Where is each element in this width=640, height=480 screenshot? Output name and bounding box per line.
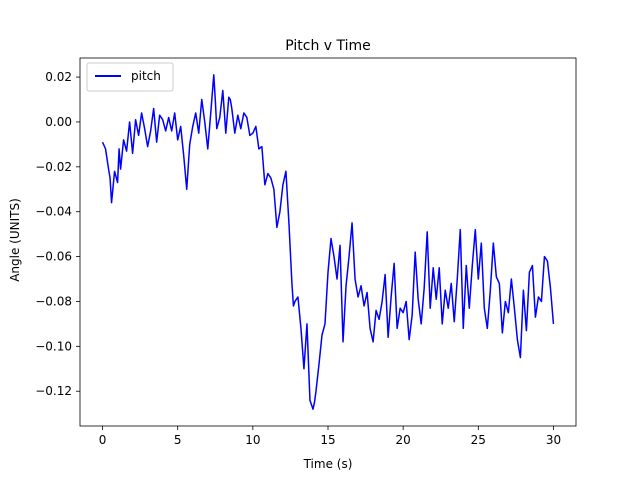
- x-axis-label: Time (s): [303, 457, 353, 471]
- y-tick-label: −0.08: [35, 294, 72, 308]
- x-tick-label: 25: [471, 433, 486, 447]
- y-tick-label: −0.12: [35, 384, 72, 398]
- x-tick-label: 20: [396, 433, 411, 447]
- y-axis-label: Angle (UNITS): [8, 198, 22, 282]
- chart-title: Pitch v Time: [285, 38, 371, 54]
- y-tick-label: −0.10: [35, 339, 72, 353]
- legend: pitch: [86, 62, 174, 92]
- y-axis: −0.12 −0.10 −0.08 −0.06 −0.04 −0.02 0.00 0.02: [35, 70, 80, 398]
- y-tick-label: −0.04: [35, 205, 72, 219]
- y-tick-label: 0.02: [45, 70, 72, 84]
- legend-pitch-label: pitch: [131, 69, 161, 83]
- y-tick-label: 0.00: [45, 115, 72, 129]
- y-tick-label: −0.02: [35, 160, 72, 174]
- plot-area: [79, 57, 577, 427]
- x-tick-label: 5: [174, 433, 182, 447]
- series-line-pitch: [101, 74, 555, 410]
- x-tick-label: 15: [320, 433, 335, 447]
- x-axis: 0 5 10 15 20 25 30: [99, 426, 561, 447]
- x-tick-label: 0: [99, 433, 107, 447]
- legend-box: [86, 62, 174, 92]
- x-tick-label: 10: [245, 433, 260, 447]
- x-tick-label: 30: [546, 433, 561, 447]
- y-tick-label: −0.06: [35, 250, 72, 264]
